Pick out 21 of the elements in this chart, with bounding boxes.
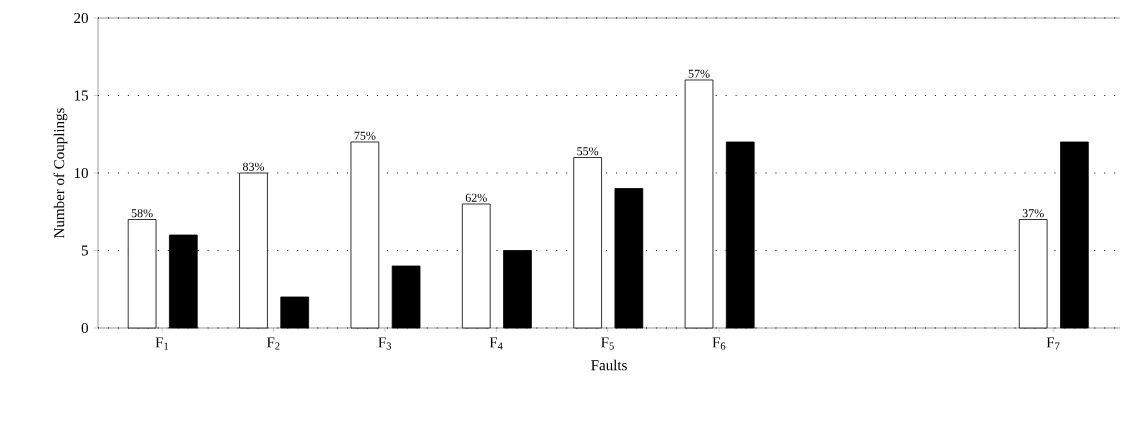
x-tick-label: F$_{1}$ [155,337,169,350]
x-tick-label: F$_{2}$ [266,337,280,350]
y-tick-label: 15 [74,90,88,101]
annotation: 75% [354,131,376,140]
annotation: 62% [465,193,487,202]
x-tick-label: F$_{4}$ [489,337,503,350]
x-tick-label: F$_{5}$ [601,337,614,350]
y-tick-label: 20 [74,12,88,24]
annotation: 37% [1022,209,1044,218]
x-tick-label: F$_{3}$ [378,337,392,350]
annotation: 57% [688,69,710,78]
annotation: 55% [577,147,599,156]
y-axis-title: Number of Couplings [53,108,68,238]
annotation: 58% [131,209,153,218]
annotation: 83% [242,162,265,171]
y-tick-label: 5 [81,245,88,256]
x-tick-label: F$_{6}$ [712,337,726,350]
y-tick-label: 0 [81,322,88,334]
x-tick-label: F$_{7}$ [1046,337,1060,350]
y-tick-label: 10 [74,167,88,179]
x-axis-title: Faults [591,359,627,371]
